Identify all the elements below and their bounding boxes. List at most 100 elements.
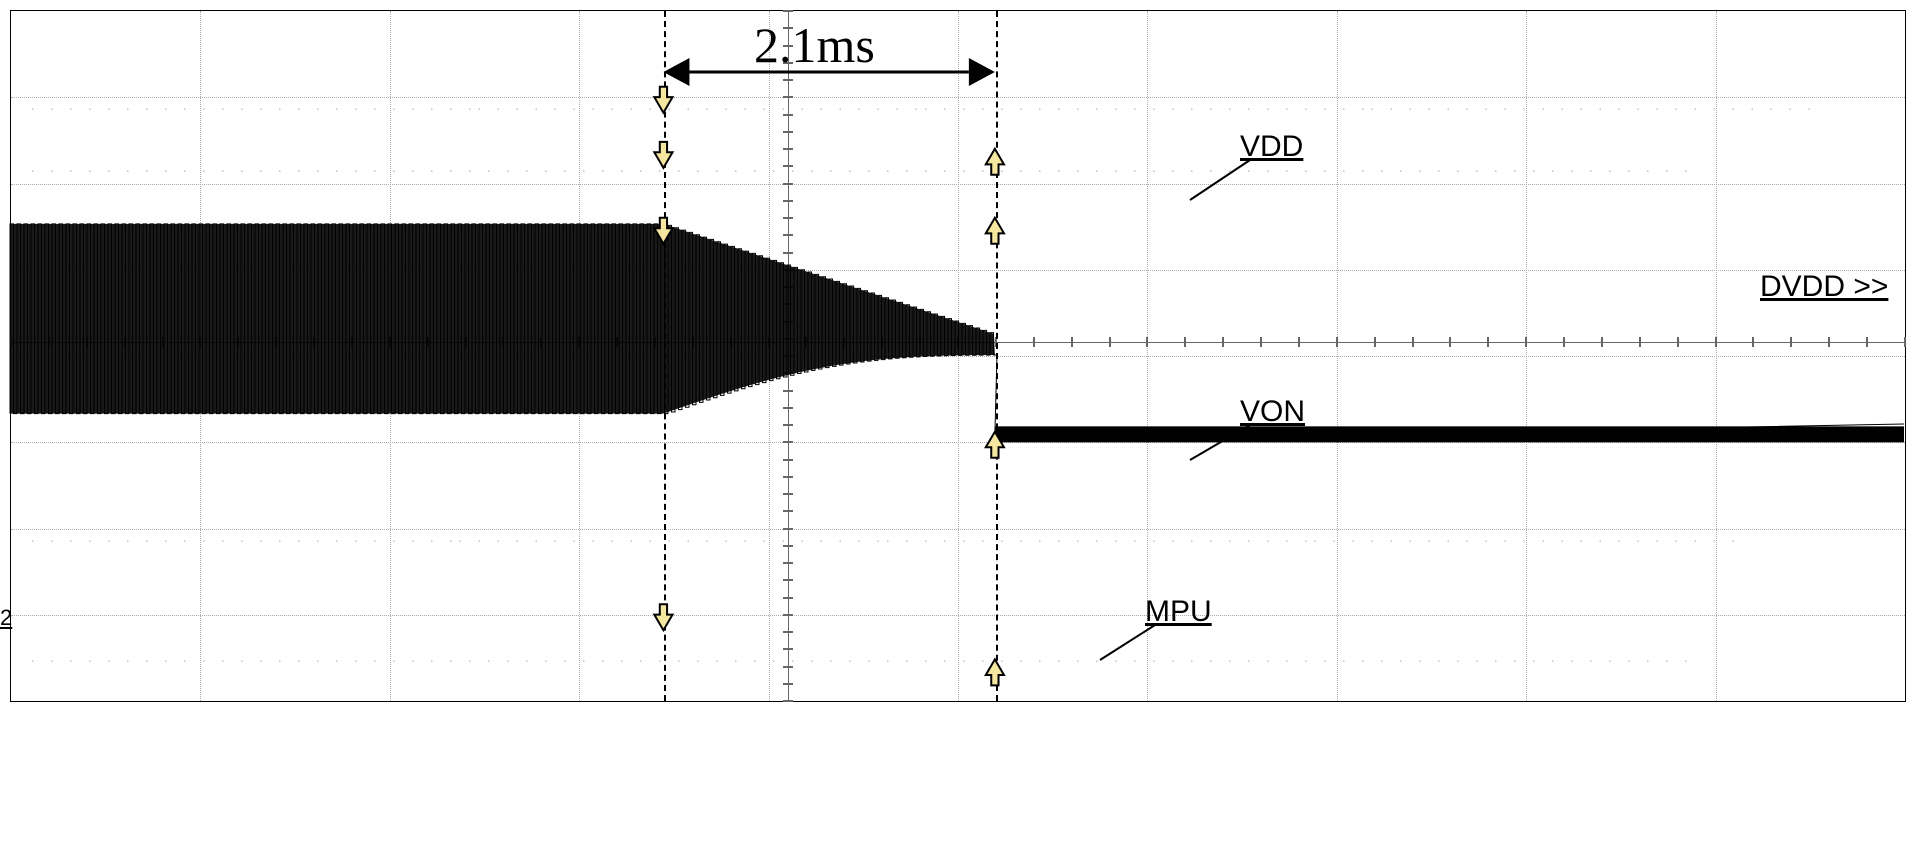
axis-tick <box>1298 337 1300 347</box>
axis-tick <box>616 337 618 347</box>
gridline-h <box>11 184 1905 185</box>
axis-tick <box>783 631 793 633</box>
axis-tick <box>1677 337 1679 347</box>
axis-tick <box>843 337 845 347</box>
axis-tick <box>783 131 793 133</box>
axis-tick <box>783 493 793 495</box>
axis-tick <box>768 337 770 347</box>
axis-tick <box>805 337 807 347</box>
scan-noise: . . . . . . . . . . . . . . . . . . . . … <box>31 99 1885 115</box>
axis-tick <box>389 337 391 347</box>
axis-tick <box>578 337 580 347</box>
axis-tick <box>919 337 921 347</box>
axis-tick <box>783 510 793 512</box>
axis-tick <box>783 648 793 650</box>
axis-tick <box>275 337 277 347</box>
axis-tick <box>783 10 793 12</box>
gridline-h <box>11 615 1905 616</box>
axis-tick <box>654 337 656 347</box>
axis-tick <box>351 337 353 347</box>
axis-tick <box>692 337 694 347</box>
gridline-h <box>11 442 1905 443</box>
axis-tick <box>237 337 239 347</box>
axis-tick <box>783 269 793 271</box>
axis-tick <box>783 579 793 581</box>
trace-label-von: VON <box>1240 395 1305 429</box>
scan-noise: . . . . . . . . . . . . . . . . . . . . … <box>31 531 1885 547</box>
axis-tick <box>502 337 504 347</box>
axis-tick <box>783 338 793 340</box>
axis-tick <box>1033 337 1035 347</box>
axis-tick <box>1412 337 1414 347</box>
axis-tick <box>124 337 126 347</box>
axis-tick <box>783 355 793 357</box>
axis-tick <box>1222 337 1224 347</box>
left-scale-tick: 2 <box>0 605 12 631</box>
axis-tick <box>1449 337 1451 347</box>
axis-tick <box>1601 337 1603 347</box>
axis-tick <box>783 562 793 564</box>
axis-tick <box>1146 337 1148 347</box>
axis-tick <box>783 700 793 702</box>
axis-tick <box>10 337 12 347</box>
axis-tick <box>783 183 793 185</box>
gridline-h <box>11 270 1905 271</box>
axis-tick <box>1790 337 1792 347</box>
axis-tick <box>1071 337 1073 347</box>
axis-tick <box>1109 337 1111 347</box>
oscilloscope-plot: . . . . . . . . . . . . . . . . . . . . … <box>10 10 1906 702</box>
gridline-h <box>11 356 1905 357</box>
axis-tick <box>783 459 793 461</box>
axis-tick <box>1828 337 1830 347</box>
axis-tick <box>199 337 201 347</box>
axis-tick <box>313 337 315 347</box>
trace-label-mpu: MPU <box>1145 595 1212 629</box>
axis-tick <box>1639 337 1641 347</box>
axis-tick <box>783 252 793 254</box>
axis-tick <box>730 337 732 347</box>
scan-noise: . . . . . . . . . . . . . . . . . . . . … <box>31 161 1885 177</box>
axis-tick <box>86 337 88 347</box>
scan-noise: . . . . . . . . . . . . . . . . . . . . … <box>31 651 1885 667</box>
axis-tick <box>783 200 793 202</box>
axis-tick <box>1184 337 1186 347</box>
axis-tick <box>783 372 793 374</box>
axis-tick <box>1904 337 1906 347</box>
gridline-h <box>11 529 1905 530</box>
axis-tick <box>540 337 542 347</box>
axis-tick <box>783 597 793 599</box>
trace-label-vdd: VDD <box>1240 130 1303 164</box>
axis-tick <box>783 407 793 409</box>
axis-tick <box>783 148 793 150</box>
axis-tick <box>1487 337 1489 347</box>
axis-tick <box>881 337 883 347</box>
axis-tick <box>783 321 793 323</box>
axis-tick <box>783 303 793 305</box>
axis-tick <box>1525 337 1527 347</box>
axis-tick <box>48 337 50 347</box>
axis-tick <box>783 683 793 685</box>
axis-tick <box>427 337 429 347</box>
axis-tick <box>783 96 793 98</box>
axis-tick <box>465 337 467 347</box>
axis-tick <box>783 234 793 236</box>
axis-tick <box>783 528 793 530</box>
axis-tick <box>783 217 793 219</box>
axis-tick <box>162 337 164 347</box>
axis-tick <box>783 286 793 288</box>
axis-tick <box>783 424 793 426</box>
time-delta-annotation: 2.1ms <box>754 16 875 74</box>
axis-tick <box>1752 337 1754 347</box>
axis-tick <box>783 614 793 616</box>
axis-tick <box>1715 337 1717 347</box>
axis-tick <box>1260 337 1262 347</box>
axis-tick <box>1374 337 1376 347</box>
dvdd-channel-marker: DVDD >> <box>1760 270 1888 304</box>
axis-tick <box>783 476 793 478</box>
axis-tick <box>1866 337 1868 347</box>
axis-tick <box>1336 337 1338 347</box>
axis-tick <box>783 390 793 392</box>
axis-tick <box>783 79 793 81</box>
axis-tick <box>783 441 793 443</box>
axis-tick <box>957 337 959 347</box>
